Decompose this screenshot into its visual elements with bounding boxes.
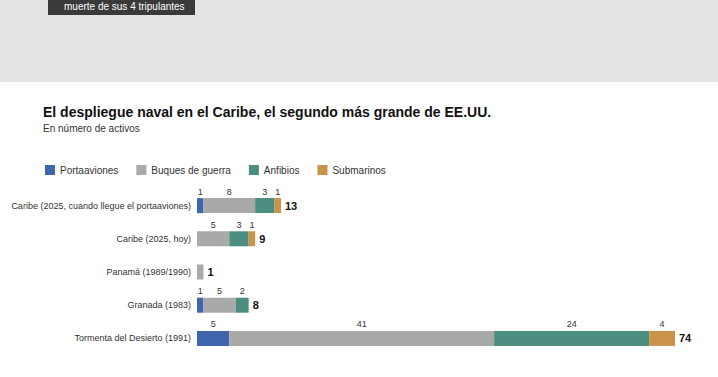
svg-text:8: 8 bbox=[227, 187, 232, 197]
svg-text:1: 1 bbox=[275, 187, 280, 197]
svg-text:5: 5 bbox=[211, 220, 216, 230]
svg-text:Granada (1983): Granada (1983) bbox=[127, 300, 191, 310]
svg-text:2: 2 bbox=[240, 286, 245, 296]
svg-text:Panamá (1989/1990): Panamá (1989/1990) bbox=[106, 267, 191, 277]
svg-text:Submarinos: Submarinos bbox=[332, 165, 385, 176]
svg-text:En número de activos: En número de activos bbox=[43, 123, 140, 134]
svg-text:3: 3 bbox=[262, 187, 267, 197]
svg-text:Caribe (2025, cuando llegue el: Caribe (2025, cuando llegue el portaavio… bbox=[11, 201, 191, 211]
svg-text:41: 41 bbox=[357, 319, 367, 329]
svg-text:5: 5 bbox=[211, 319, 216, 329]
svg-text:El despliegue naval en el Cari: El despliegue naval en el Caribe, el seg… bbox=[43, 104, 491, 120]
svg-text:4: 4 bbox=[660, 319, 665, 329]
svg-text:74: 74 bbox=[679, 332, 692, 344]
svg-text:1: 1 bbox=[198, 286, 203, 296]
svg-text:Caribe (2025, hoy): Caribe (2025, hoy) bbox=[116, 234, 191, 244]
svg-text:13: 13 bbox=[285, 200, 297, 212]
svg-text:1: 1 bbox=[198, 187, 203, 197]
svg-text:8: 8 bbox=[253, 299, 259, 311]
svg-text:24: 24 bbox=[567, 319, 577, 329]
svg-text:Anfibios: Anfibios bbox=[264, 165, 300, 176]
svg-text:Buques de guerra: Buques de guerra bbox=[151, 165, 231, 176]
svg-text:Tormenta del Desierto (1991): Tormenta del Desierto (1991) bbox=[74, 333, 191, 343]
svg-text:1: 1 bbox=[249, 220, 254, 230]
svg-text:3: 3 bbox=[236, 220, 241, 230]
html-text:muerte de sus 4 tripulantes: muerte de sus 4 tripulantes bbox=[64, 1, 185, 12]
svg-text:5: 5 bbox=[217, 286, 222, 296]
svg-text:9: 9 bbox=[259, 233, 265, 245]
svg-text:Portaaviones: Portaaviones bbox=[60, 165, 118, 176]
svg-text:1: 1 bbox=[207, 266, 213, 278]
